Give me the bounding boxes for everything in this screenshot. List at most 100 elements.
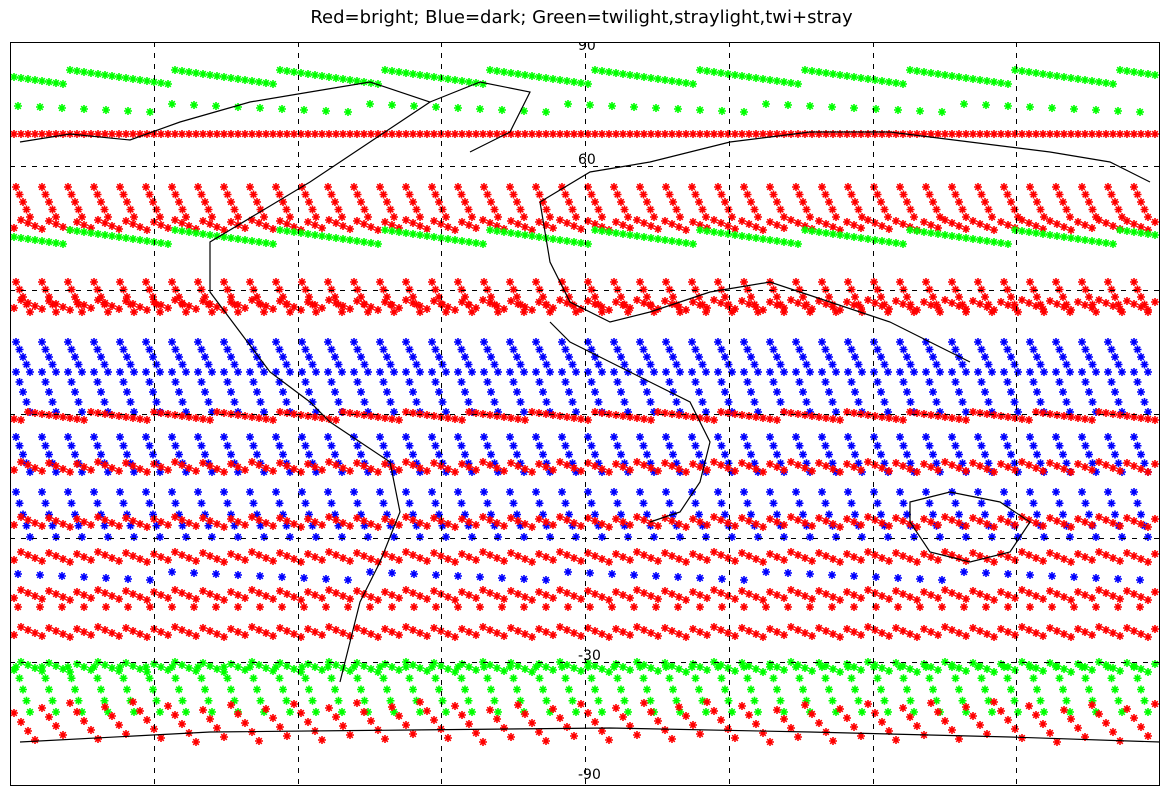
observation-marker xyxy=(374,240,382,248)
observation-marker xyxy=(93,674,102,683)
observation-marker xyxy=(721,353,729,361)
observation-marker xyxy=(136,223,144,231)
observation-marker xyxy=(290,700,298,708)
observation-marker xyxy=(136,707,144,715)
observation-marker xyxy=(710,548,718,556)
observation-marker xyxy=(178,67,186,75)
observation-marker xyxy=(78,368,86,376)
observation-marker xyxy=(822,130,830,138)
observation-marker xyxy=(703,466,711,474)
observation-marker xyxy=(175,510,183,519)
observation-marker xyxy=(558,368,566,376)
observation-marker xyxy=(780,408,788,416)
observation-marker xyxy=(990,668,998,676)
observation-marker xyxy=(126,398,135,406)
observation-marker xyxy=(1123,459,1131,467)
observation-marker xyxy=(454,433,462,441)
observation-marker xyxy=(542,221,550,229)
observation-marker xyxy=(1025,228,1033,236)
observation-marker xyxy=(409,409,417,417)
observation-marker xyxy=(64,368,72,376)
observation-marker xyxy=(379,441,388,450)
observation-marker xyxy=(507,414,515,422)
observation-marker xyxy=(31,130,39,138)
observation-marker xyxy=(1081,415,1089,423)
observation-marker xyxy=(31,629,39,637)
observation-marker xyxy=(376,278,384,286)
observation-marker xyxy=(818,663,826,671)
observation-marker xyxy=(123,353,131,361)
observation-marker xyxy=(300,574,308,582)
observation-marker xyxy=(535,233,543,241)
observation-marker xyxy=(468,468,476,476)
observation-marker xyxy=(885,632,893,640)
observation-marker xyxy=(108,72,116,80)
observation-marker xyxy=(104,708,112,716)
observation-marker xyxy=(584,416,592,424)
observation-marker xyxy=(1053,590,1061,598)
observation-marker xyxy=(1070,573,1078,581)
observation-marker xyxy=(539,510,547,519)
observation-marker xyxy=(799,388,807,396)
observation-marker xyxy=(71,198,79,206)
observation-marker xyxy=(825,685,833,694)
observation-marker xyxy=(780,533,788,541)
observation-marker xyxy=(988,533,996,541)
observation-marker xyxy=(204,459,213,468)
observation-marker xyxy=(1151,588,1159,596)
observation-marker xyxy=(962,467,970,475)
observation-marker xyxy=(506,368,514,376)
observation-marker xyxy=(87,304,95,312)
observation-marker xyxy=(612,229,620,237)
observation-marker xyxy=(703,304,711,312)
observation-marker xyxy=(825,450,833,459)
observation-marker xyxy=(591,552,599,560)
observation-marker xyxy=(941,216,949,224)
observation-marker xyxy=(94,623,102,631)
observation-marker xyxy=(703,521,711,529)
observation-marker xyxy=(129,300,137,308)
observation-marker xyxy=(360,220,368,228)
observation-marker xyxy=(689,460,697,468)
observation-marker xyxy=(927,229,935,237)
observation-marker xyxy=(276,297,284,305)
observation-marker xyxy=(892,415,900,423)
observation-marker xyxy=(73,67,81,75)
observation-marker xyxy=(948,130,956,138)
observation-marker xyxy=(395,304,403,312)
observation-marker xyxy=(22,360,31,369)
observation-marker xyxy=(364,308,372,316)
observation-marker xyxy=(1144,523,1152,531)
observation-marker xyxy=(542,663,550,671)
observation-marker xyxy=(115,632,123,640)
observation-marker xyxy=(558,433,566,441)
observation-marker xyxy=(1036,459,1045,468)
observation-marker xyxy=(1059,510,1067,519)
observation-marker xyxy=(507,459,515,467)
observation-marker xyxy=(851,198,859,206)
observation-marker xyxy=(850,73,858,81)
observation-marker xyxy=(87,229,95,237)
observation-marker xyxy=(136,303,144,311)
observation-marker xyxy=(278,603,286,611)
observation-marker xyxy=(962,74,970,82)
observation-marker xyxy=(844,183,852,191)
observation-marker xyxy=(717,661,725,669)
observation-marker xyxy=(1137,130,1145,138)
observation-marker xyxy=(483,190,492,199)
observation-marker xyxy=(324,663,332,671)
observation-marker xyxy=(476,573,484,581)
observation-marker xyxy=(885,467,893,475)
observation-marker xyxy=(619,518,627,526)
band-twilight xyxy=(14,100,1144,116)
observation-marker xyxy=(24,589,32,597)
observation-marker xyxy=(1025,68,1033,76)
observation-marker xyxy=(594,398,603,406)
observation-marker xyxy=(493,592,501,600)
observation-marker xyxy=(899,240,907,248)
observation-marker xyxy=(493,67,501,75)
observation-marker xyxy=(346,557,354,565)
observation-marker xyxy=(451,130,459,138)
observation-marker xyxy=(829,465,837,473)
observation-marker xyxy=(290,465,298,473)
